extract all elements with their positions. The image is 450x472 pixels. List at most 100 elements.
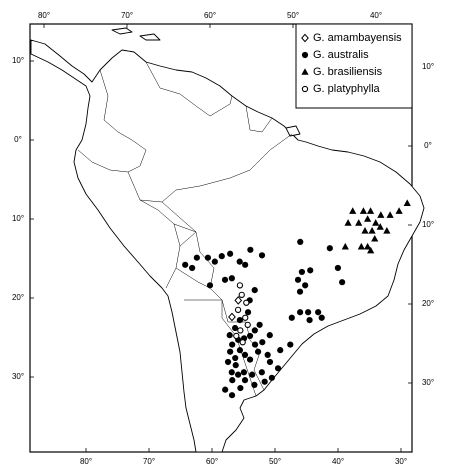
occurrence-point — [193, 254, 200, 261]
legend-label: G. amambayensis — [313, 32, 402, 44]
country-border — [139, 133, 293, 233]
occurrence-point — [233, 332, 240, 340]
occurrence-point — [244, 309, 252, 316]
occurrence-point — [315, 309, 322, 316]
occurrence-point — [256, 321, 263, 328]
country-border — [173, 223, 265, 391]
lon-label: 40° — [370, 11, 382, 20]
occurrence-point — [307, 267, 314, 274]
lon-label: 40° — [332, 457, 344, 466]
borders — [77, 61, 293, 397]
occurrence-point — [229, 377, 236, 384]
occurrence-point — [386, 211, 394, 218]
occurrence-point — [236, 258, 243, 265]
occurrence-point — [206, 282, 214, 289]
occurrence-point — [298, 268, 306, 276]
country-border — [245, 105, 273, 133]
occurrence-point — [383, 227, 391, 234]
occurrence-point — [306, 317, 313, 324]
occurrence-point — [296, 288, 304, 295]
occurrence-point — [254, 348, 262, 355]
occurrence-point — [339, 279, 346, 286]
occurrence-point — [277, 347, 284, 354]
occurrence-point — [242, 261, 249, 268]
lat-label: 0° — [424, 141, 432, 150]
lon-label: 80° — [38, 11, 50, 20]
occurrence-point — [259, 339, 266, 346]
occurrence-point — [246, 332, 254, 340]
occurrence-point — [228, 392, 236, 399]
caribbean-island — [111, 27, 133, 35]
occurrence-point — [244, 321, 251, 329]
marajo-island — [285, 125, 301, 137]
occurrence-point — [376, 223, 384, 230]
occurrence-point — [364, 242, 372, 250]
occurrence-point — [355, 219, 363, 226]
legend-label: G. platyphylla — [313, 83, 381, 95]
occurrence-point — [235, 371, 242, 378]
caribbean-island — [139, 33, 161, 41]
lon-label: 60° — [204, 11, 216, 20]
legend-label: G. brasiliensis — [313, 66, 383, 78]
occurrence-point — [366, 207, 375, 214]
legend-marker — [301, 33, 309, 43]
lon-label: 80° — [80, 457, 92, 466]
occurrence-point — [236, 347, 244, 354]
occurrence-point — [251, 327, 258, 334]
occurrence-point — [302, 282, 309, 289]
occurrence-point — [266, 332, 273, 339]
lon-label: 70° — [143, 457, 155, 466]
occurrence-point — [367, 246, 375, 254]
occurrence-point — [318, 314, 325, 321]
lat-label: 0° — [14, 135, 22, 144]
occurrence-point — [357, 242, 365, 250]
occurrence-point — [222, 386, 229, 393]
occurrence-point — [234, 296, 243, 305]
lat-label: 10° — [422, 220, 434, 229]
occurrence-point — [228, 275, 235, 282]
occurrence-point — [364, 215, 372, 222]
occurrence-point — [182, 261, 189, 268]
occurrence-point — [361, 227, 369, 234]
occurrence-point — [377, 211, 385, 218]
occurrence-point — [294, 276, 302, 283]
occurrence-point — [231, 324, 239, 332]
occurrence-point — [227, 250, 234, 257]
legend-marker — [301, 85, 309, 93]
occurrence-point — [224, 358, 232, 366]
occurrence-point — [249, 371, 256, 378]
occurrence-point — [211, 258, 218, 265]
occurrence-point — [258, 369, 265, 376]
occurrence-point — [243, 299, 250, 306]
occurrence-point — [264, 351, 271, 358]
occurrence-point — [229, 341, 236, 348]
occurrence-point — [266, 358, 274, 366]
occurrence-point — [237, 384, 244, 392]
country-border — [77, 69, 147, 173]
occurrence-point — [234, 306, 242, 313]
occurrence-point — [236, 317, 243, 324]
south-america-outline — [30, 39, 425, 453]
occurrence-point — [189, 264, 196, 272]
occurrence-point — [241, 377, 249, 384]
occurrence-point — [232, 354, 239, 362]
country-border — [145, 61, 233, 117]
legend-marker — [301, 68, 309, 75]
occurrence-point — [228, 369, 235, 376]
occurrence-point — [305, 309, 312, 316]
occurrence-point — [341, 242, 349, 250]
occurrence-point — [395, 207, 403, 214]
land — [30, 27, 425, 453]
occurrence-point — [204, 254, 212, 261]
lon-label: 50° — [287, 11, 299, 20]
occurrence-point — [359, 207, 368, 214]
lat-label: 30° — [422, 378, 434, 387]
lat-label: 10° — [12, 56, 24, 65]
occurrence-point — [232, 362, 239, 369]
occurrence-point — [258, 252, 266, 259]
lat-label: 30° — [12, 372, 24, 381]
lon-label: 50° — [269, 457, 281, 466]
legend-marker — [301, 51, 309, 59]
occurrence-point — [288, 314, 295, 321]
lat-label: 10° — [422, 62, 434, 71]
